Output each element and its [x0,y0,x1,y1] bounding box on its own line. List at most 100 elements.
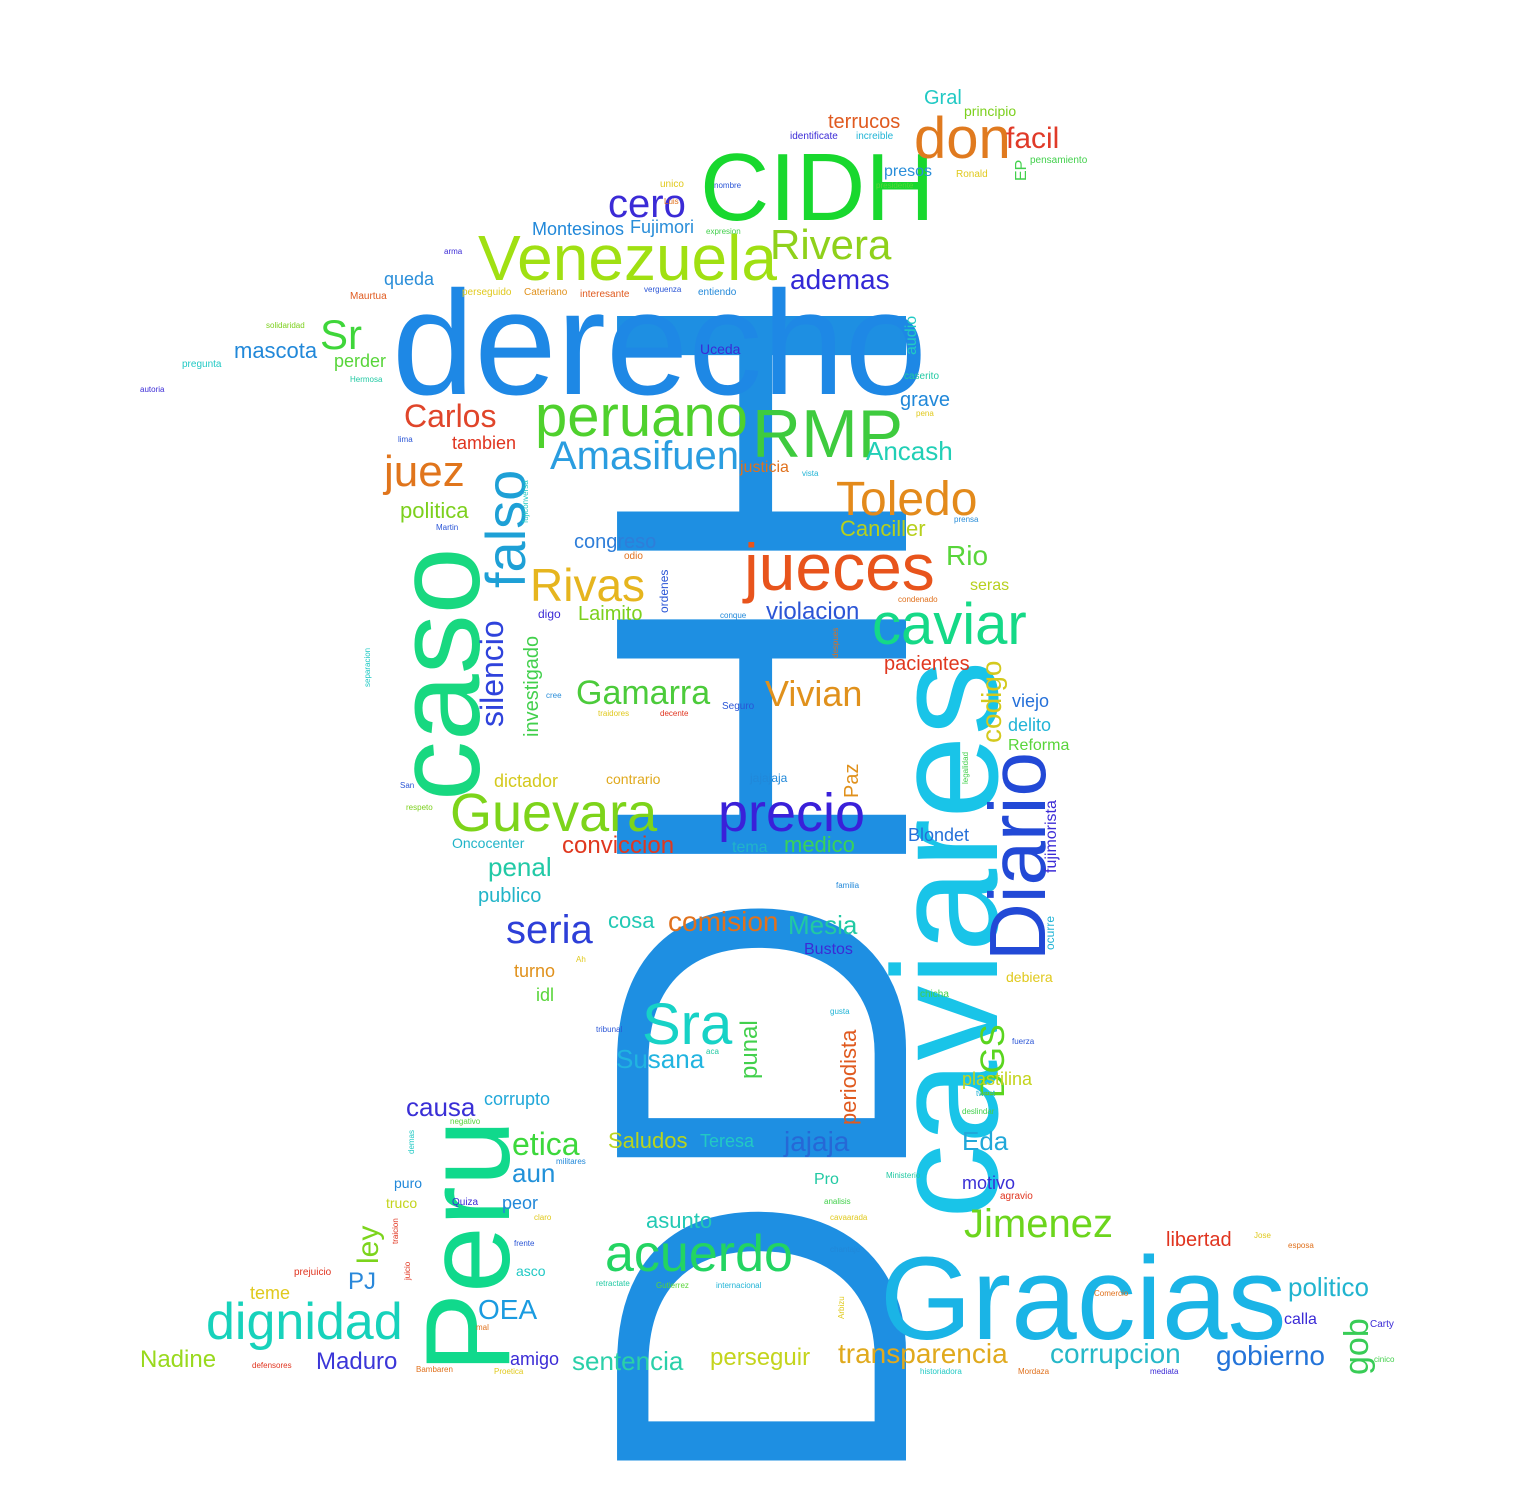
word-perseguir: perseguir [710,1344,811,1371]
word-oncocenter: Oncocenter [452,835,525,851]
word-facil: facil [1006,122,1060,155]
word-justicia: justicia [740,459,789,476]
word-ministerio: Ministerio [886,1171,921,1180]
word-truco: truco [386,1195,418,1211]
word-audio: audio [903,315,920,355]
word-peru: Peru [401,1119,535,1373]
word-jimenez: Jimenez [964,1202,1113,1246]
word-teme: teme [250,1283,291,1303]
word-frente: frente [514,1239,535,1248]
word-arma: arma [444,247,463,256]
word-sr: Sr [320,311,362,358]
word-paz: Paz [841,763,863,798]
word-cateriano: Cateriano [524,287,568,298]
word-cosa: cosa [608,908,655,933]
word-tribunal: tribunal [596,1025,623,1034]
word-claro: claro [534,1213,552,1222]
word-comision: comision [668,906,779,937]
word-bustos: Bustos [804,941,853,958]
word-martin: Martin [436,523,459,532]
word-investigado: investigado [521,635,543,737]
word-asunto: asunto [646,1208,713,1233]
word-seguro: Seguro [722,701,755,712]
word-bambaren: Bambaren [416,1365,453,1374]
word-carty: Carty [1370,1319,1394,1330]
word-sentencia: sentencia [572,1346,684,1376]
word-condenado: condenado [898,595,938,604]
word-interesante: interesante [580,289,630,300]
word-mesia: Mesia [788,910,858,940]
word-congreso: congreso [574,531,657,553]
word-chantaje: chantaje [830,1245,861,1254]
word-san: San [400,781,415,790]
word-gobierno: gobierno [1216,1340,1325,1371]
word-respeto: respeto [406,803,433,812]
word-defensores: defensores [252,1361,292,1370]
word-deslindar: deslindar [962,1107,995,1116]
word-pj: PJ [348,1268,377,1295]
word-motivo: motivo [962,1173,1016,1193]
word-legalidad: legalidad [961,751,970,784]
word-sra: Sra [642,992,733,1057]
word-rivera: Rivera [770,221,892,268]
word-cavaarada: cavaarada [830,1213,868,1222]
word-toledo: Toledo [836,473,978,526]
word-jajajaja: jajajaja [750,771,788,785]
word-mascota: mascota [234,338,318,363]
word-mediata: mediata [1150,1367,1179,1376]
word-derecho: derecho [392,261,927,426]
word-identificate: identificate [790,131,838,142]
word-politico: politico [1288,1272,1369,1302]
word-verguenza: verguenza [644,285,682,294]
word-etica: etica [512,1126,580,1162]
word-dignidad: dignidad [206,1293,403,1351]
word-comercio: Comercio [1094,1289,1129,1298]
word-queda: queda [384,269,435,289]
word-fujimori: Fujimori [630,217,695,237]
word-expresion: expresion [706,227,741,236]
word-gral: Gral [924,87,962,109]
word-viejo: viejo [1012,691,1050,711]
word-digo: digo [538,607,561,621]
word-solidaridad: solidaridad [266,321,305,330]
word-nombre: nombre [714,181,742,190]
word-unico: unico [660,179,684,190]
word-delito: delito [1008,715,1052,735]
word-separacion: separacion [363,647,372,687]
word-peor: peor [502,1193,539,1213]
word-lima: lima [398,435,413,444]
word-transparencia: transparencia [838,1338,1008,1369]
word-acuerdo: acuerdo [605,1225,793,1283]
word-esposa: esposa [1288,1241,1314,1250]
word-tema: tema [732,839,768,856]
word-ah: Ah [576,955,586,964]
word-blondet: Blondet [908,825,970,845]
word-turno: turno [514,961,556,981]
word-militares: militares [556,1157,586,1166]
word-aun: aun [512,1158,556,1188]
word-traidores: traidores [598,709,630,718]
word-entiendo: entiendo [698,287,737,298]
word-internacional: internacional [716,1281,762,1290]
word-aca: aca [706,1047,719,1056]
word-tambien: tambien [452,433,517,453]
word-gracias: Gracias [880,1233,1287,1365]
word-autoria: autoria [140,385,165,394]
word-precio: precio [718,783,866,843]
word-agravio: agravio [1000,1191,1033,1202]
word-ademas: ademas [790,264,890,295]
word-principio: principio [964,103,1017,119]
word-silencio: silencio [474,620,510,727]
word-uceda: Uceda [700,341,741,357]
word-proetica: Proetica [494,1367,524,1376]
word-ordenes: ordenes [657,569,671,613]
word-amigo: amigo [510,1349,560,1369]
word-montesinos: Montesinos [532,219,625,239]
word-pensamiento: pensamiento [1030,155,1088,166]
word-mal: mal [476,1323,489,1332]
word-saludos: Saludos [608,1128,688,1153]
word-idl: idl [536,985,555,1005]
word-jajaja: jajaja [784,1126,850,1157]
word-gutierrez: Gutierrez [656,1281,689,1290]
